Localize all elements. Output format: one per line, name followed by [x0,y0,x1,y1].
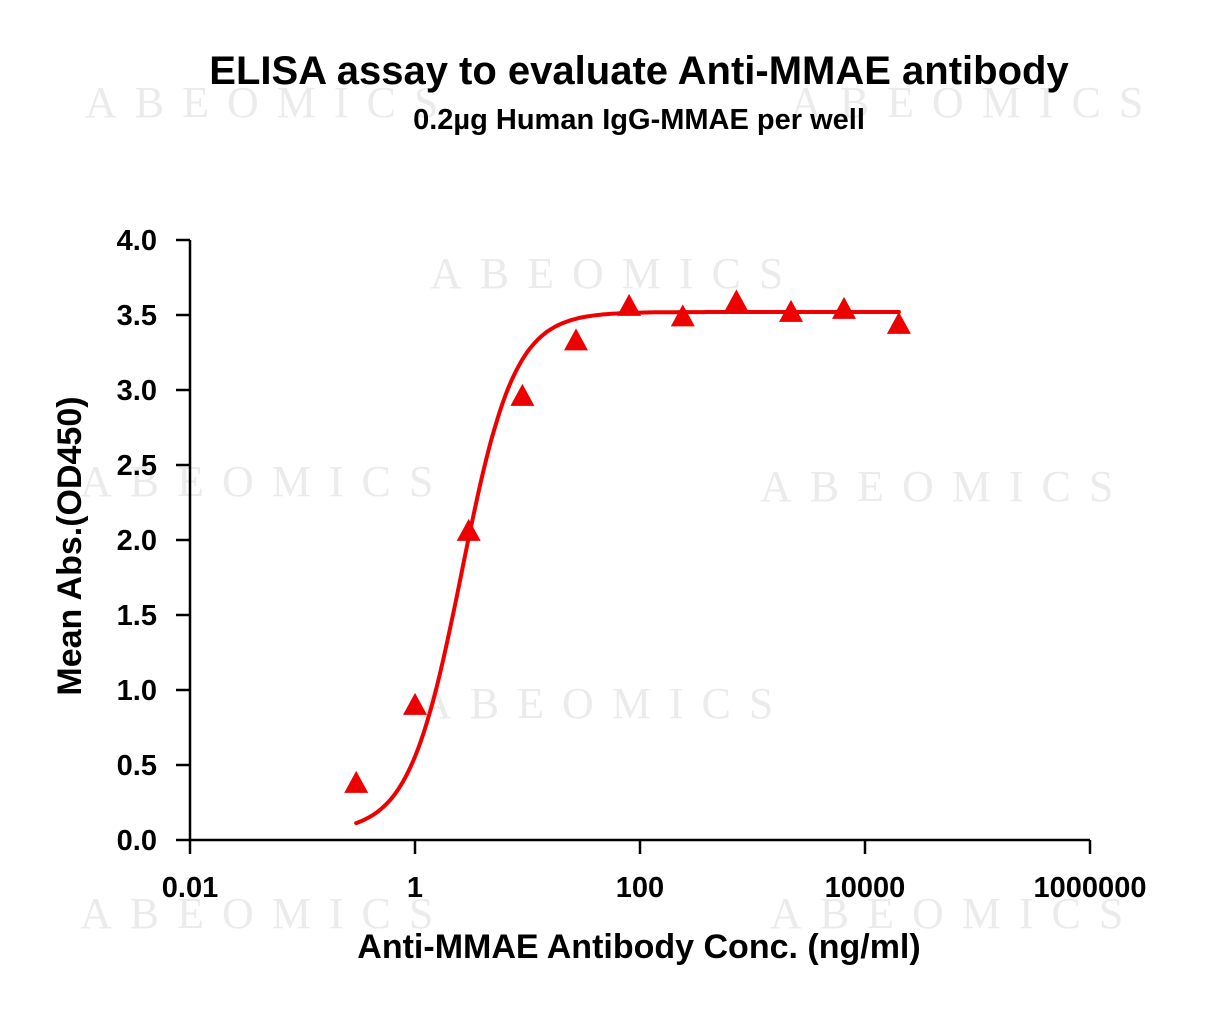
x-tick-label: 100 [616,872,664,904]
x-ticks: 0.01 1 100 10000 1000000 [162,840,1147,904]
data-point [670,304,695,327]
watermarks: ABEOMICS ABEOMICS ABEOMICS ABEOMICS ABEO… [80,78,1161,938]
watermark-text: ABEOMICS [770,889,1141,938]
x-axis-label: Anti-MMAE Antibody Conc. (ng/ml) [357,928,920,966]
data-point [779,299,803,322]
y-tick-label: 1.5 [117,600,157,632]
watermark-text: ABEOMICS [430,249,801,298]
data-point [564,328,588,351]
x-tick-label: 1 [407,872,423,904]
chart-subtitle: 0.2µg Human IgG-MMAE per well [413,104,865,136]
data-point [344,770,369,793]
x-tick-label: 1000000 [1034,872,1147,904]
data-point [403,692,427,715]
watermark-text: ABEOMICS [420,679,791,728]
axes [188,240,1090,842]
y-tick-label: 1.0 [117,675,157,707]
y-tick-label: 0.0 [117,825,157,857]
watermark-text: ABEOMICS [790,78,1161,127]
data-point [456,518,481,541]
y-ticks: 0.0 0.5 1.0 1.5 2.0 2.5 3.0 3.5 4.0 [117,225,190,857]
data-point [886,311,911,334]
watermark-text: ABEOMICS [80,889,451,938]
watermark-text: ABEOMICS [80,457,451,506]
x-tick-label: 0.01 [162,872,218,904]
y-tick-label: 3.5 [117,300,157,332]
data-point [832,296,856,319]
chart-title: ELISA assay to evaluate Anti-MMAE antibo… [209,49,1069,93]
y-axis-label: Mean Abs.(OD450) [51,396,89,695]
data-points [344,289,911,793]
data-point [617,293,642,316]
fit-curve [354,310,901,826]
y-tick-label: 3.0 [117,375,157,407]
watermark-text: ABEOMICS [760,462,1131,511]
y-tick-label: 4.0 [117,225,157,257]
y-tick-label: 2.0 [117,525,157,557]
y-tick-label: 2.5 [117,450,157,482]
x-tick-label: 10000 [825,872,906,904]
y-tick-label: 0.5 [117,750,157,782]
data-point [510,383,535,406]
watermark-text: ABEOMICS [85,78,456,127]
data-point [724,289,749,312]
